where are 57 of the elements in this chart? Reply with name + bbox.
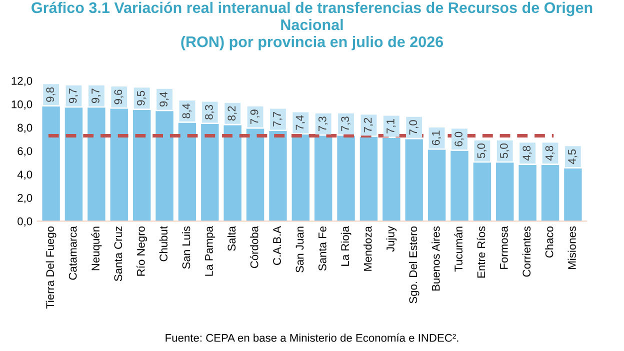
x-tick-label: Santa Fe [318, 226, 326, 271]
y-tick-label: 2,0 [18, 194, 32, 204]
x-tick-label: Chubut [159, 226, 168, 262]
data-label: 9,5 [136, 90, 146, 106]
x-tick-label: La Rioja [340, 226, 352, 266]
y-tick-label: 0,0 [18, 217, 32, 227]
data-label: 9,7 [92, 88, 101, 104]
x-tick-label: Formosa [500, 226, 508, 269]
data-label: 9,4 [160, 92, 169, 107]
data-label: 6,0 [454, 132, 464, 146]
data-label: 4,5 [568, 149, 578, 164]
x-tick-label: San Luis [182, 226, 190, 269]
x-tick-label: Sgo. Del Estero [408, 226, 420, 304]
x-tick-label: Chaco [545, 226, 554, 258]
x-tick-label: La Pampa [205, 226, 216, 276]
data-label: 8,2 [228, 106, 237, 121]
x-tick-label: Catamarca [68, 226, 77, 280]
x-tick-label: Tierra Del Fuego [46, 226, 56, 309]
x-tick-label: Mendoza [364, 226, 372, 271]
data-label: 8,3 [205, 104, 214, 120]
x-tick-label: Corrientes [522, 226, 531, 277]
data-label: 7,3 [318, 116, 328, 132]
y-tick-label: 8,0 [18, 124, 32, 133]
y-tick-label: 10,0 [12, 100, 32, 110]
x-tick-label: Tucumán [454, 226, 462, 272]
data-label: 7,7 [273, 112, 282, 126]
x-tick-label: Misiones [568, 226, 576, 269]
data-label: 4,8 [522, 146, 532, 161]
data-label: 6,1 [432, 130, 442, 146]
data-label: 9,8 [46, 87, 56, 102]
data-label: 9,6 [114, 90, 124, 104]
x-tick-label: Buenos Aires [432, 226, 440, 291]
data-label: 5,0 [500, 144, 510, 158]
data-label: 7,1 [386, 119, 396, 134]
data-label: 7,2 [364, 118, 374, 132]
data-label: 7,9 [250, 110, 260, 124]
x-tick-label: Salta [227, 226, 236, 251]
x-tick-label: C.A.B.A [273, 226, 281, 265]
data-label: 7,0 [409, 120, 418, 135]
data-label: 4,8 [545, 146, 555, 161]
chart-title: Gráfico 3.1 Variación real interanual de transferencias de Recursos de Origen Nacional (RON) por provincia en julio de 2026 [32, 2, 592, 50]
x-tick-label: Río Negro [136, 226, 148, 276]
y-tick-label: 4,0 [17, 170, 32, 180]
source-note: Fuente: CEPA en base a Ministerio de Economía e INDEC². [166, 333, 458, 342]
x-tick-label: Neuquén [91, 226, 102, 270]
data-label: 7,3 [341, 116, 350, 132]
x-tick-label: Córdoba [250, 226, 258, 268]
y-tick-label: 12,0 [12, 76, 32, 86]
data-label: 7,4 [296, 115, 305, 130]
x-tick-label: Jujuy [386, 226, 397, 252]
data-label: 9,7 [68, 88, 78, 104]
x-tick-label: Entre Ríos [476, 226, 486, 278]
data-label: 5,0 [477, 144, 486, 158]
y-tick-label: 6,0 [18, 147, 32, 156]
x-tick-label: Santa Cruz [114, 226, 122, 282]
x-tick-label: San Juan [296, 226, 304, 272]
data-label: 8,4 [182, 104, 192, 118]
